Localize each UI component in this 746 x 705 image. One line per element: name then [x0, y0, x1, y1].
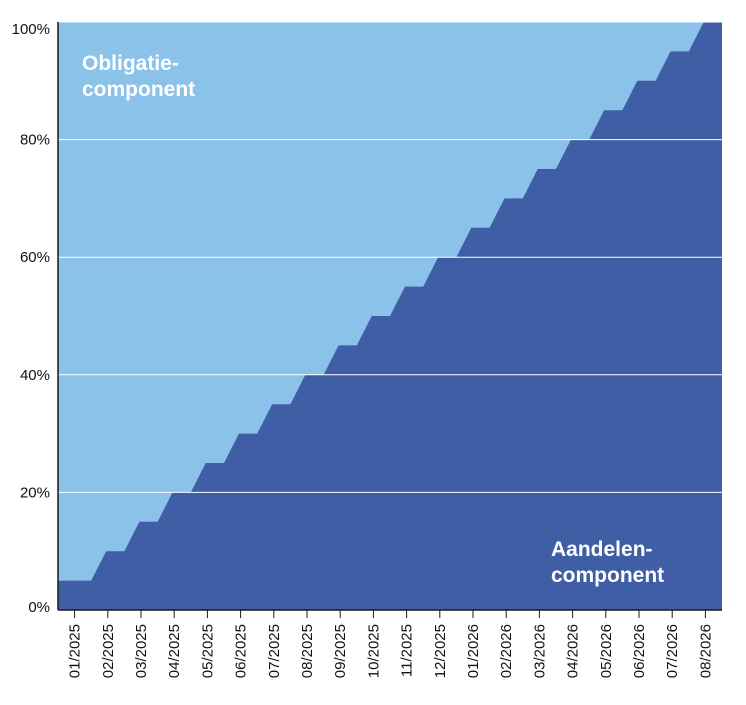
y-tick-label: 40% [20, 367, 50, 384]
x-tick-label: 04/2026 [565, 624, 582, 678]
x-axis-ticks: 01/2025 02/2025 03/2025 04/2025 05/2025 06/20… [67, 610, 714, 678]
x-tick-label: 04/2025 [166, 624, 183, 678]
x-tick-label: 06/2026 [631, 624, 648, 678]
y-tick-label: 0% [28, 599, 50, 616]
x-tick-label: 07/2025 [266, 624, 283, 678]
x-tick-label: 02/2025 [100, 624, 117, 678]
x-tick-label: 08/2026 [697, 624, 714, 678]
x-tick-label: 10/2025 [365, 624, 382, 678]
equity-component-label: component [551, 564, 664, 587]
x-tick-label: 05/2025 [199, 624, 216, 678]
x-tick-label: 07/2026 [664, 624, 681, 678]
x-tick-label: 11/2025 [399, 624, 416, 677]
x-tick-label: 01/2026 [465, 624, 482, 678]
equity-area [58, 22, 722, 610]
y-tick-label: 60% [20, 249, 50, 266]
y-axis-ticks: 0% 20% 40% 60% 80% 100% [12, 21, 50, 616]
bond-component-label: component [82, 78, 195, 101]
x-tick-label: 05/2026 [598, 624, 615, 678]
x-tick-label: 06/2025 [233, 624, 250, 678]
x-tick-label: 03/2026 [531, 624, 548, 678]
y-tick-label: 100% [12, 21, 50, 38]
area-labels: Obligatie-component Aandelen-component [82, 52, 664, 587]
y-tick-label: 80% [20, 132, 50, 149]
gridlines [58, 21, 722, 493]
x-tick-label: 09/2025 [332, 624, 349, 678]
x-tick-label: 03/2025 [133, 624, 150, 678]
x-tick-label: 12/2025 [432, 624, 449, 678]
y-tick-label: 20% [20, 484, 50, 501]
bond-component-label: Obligatie- [82, 52, 179, 75]
x-tick-label: 01/2025 [67, 624, 84, 678]
x-tick-label: 02/2026 [498, 624, 515, 678]
axes [57, 22, 722, 611]
x-tick-label: 08/2025 [299, 624, 316, 678]
equity-component-label: Aandelen- [551, 538, 653, 561]
